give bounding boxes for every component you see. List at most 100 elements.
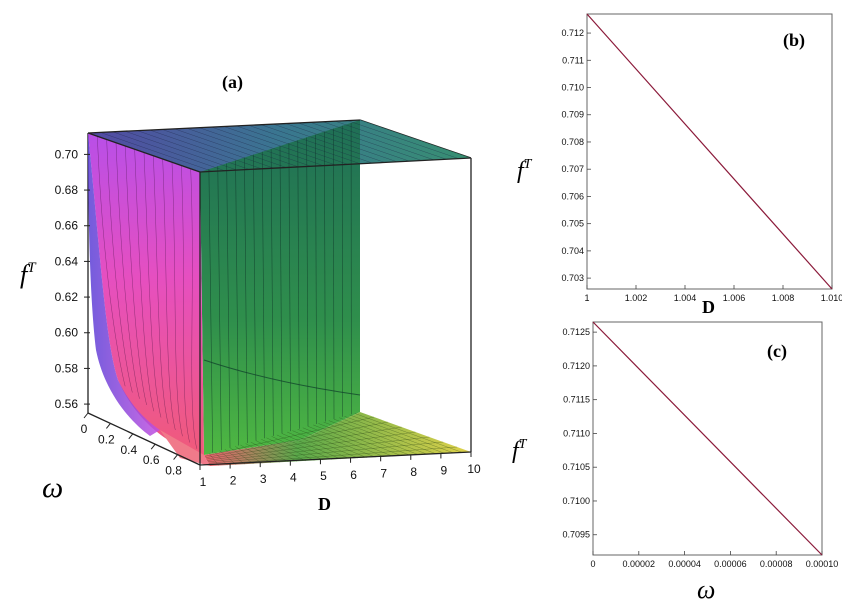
mesh-line-floor <box>318 423 402 456</box>
mesh-line-floor <box>313 424 393 457</box>
panel-a-surface: (a) 0.56 0.58 0.60 0 <box>20 72 481 514</box>
mesh-line-floor <box>214 451 228 466</box>
a-z-tick-label: 0.56 <box>55 397 79 411</box>
a-y-tick-mark <box>150 443 156 450</box>
a-z-tick-label: 0.70 <box>55 147 79 161</box>
a-z-tick-label: 0.68 <box>55 183 79 197</box>
y-tick-label: 0.708 <box>561 137 584 147</box>
mesh-line-top <box>347 120 459 159</box>
y-tick-label: 0.7095 <box>562 530 590 540</box>
mesh-line-top <box>174 128 287 168</box>
mesh-line-floor <box>229 447 254 464</box>
y-tick-label: 0.7115 <box>563 395 590 405</box>
panel-a-ylabel: ω <box>42 471 63 504</box>
panel-c-label: (c) <box>767 341 787 362</box>
x-tick-label: 1 <box>584 293 589 303</box>
mesh-line-top <box>310 122 422 161</box>
a-z-tick-label: 0.66 <box>55 219 79 233</box>
a-z-tick-label: 0.62 <box>55 290 79 304</box>
x-tick-label: 0.00008 <box>760 559 793 569</box>
a-x-tick-label: 4 <box>290 471 297 485</box>
y-tick-label: 0.709 <box>561 110 584 120</box>
a-x-tick-label: 5 <box>320 469 327 483</box>
surface-floor-front-strip <box>160 430 210 466</box>
x-tick-label: 0.00002 <box>623 559 656 569</box>
mesh-line-top <box>223 126 336 166</box>
y-tick-label: 0.7105 <box>562 462 590 472</box>
x-tick-label: 0 <box>590 559 595 569</box>
a-y-tick-label: 0.4 <box>120 443 137 457</box>
mesh-line-floor <box>297 428 367 458</box>
mesh-line-floor <box>323 421 411 456</box>
x-tick-label: 1.002 <box>625 293 648 303</box>
mesh-line-floor <box>287 431 350 459</box>
y-tick-label: 0.712 <box>561 28 584 38</box>
mesh-line-floor-cross <box>208 441 444 464</box>
a-y-tick-mark <box>106 423 111 429</box>
mesh-line-top <box>100 132 213 172</box>
x-tick-label: 1.010 <box>821 293 842 303</box>
mesh-line-floor <box>219 450 237 465</box>
mesh-line-wall <box>297 140 300 429</box>
mesh-line-wall <box>315 134 317 424</box>
mesh-line-wall <box>226 163 231 448</box>
x-tick-label: 0.00006 <box>714 559 747 569</box>
mesh-line-front <box>134 149 155 412</box>
mesh-line-floor <box>255 440 298 462</box>
a-y-tick-label: 0.8 <box>165 464 182 478</box>
a-x-tick-label: 8 <box>410 465 417 479</box>
a-y-tick-label: 0.2 <box>98 432 115 446</box>
mesh-line-wall <box>261 151 265 439</box>
mesh-line-floor <box>339 417 437 455</box>
mesh-line-floor <box>328 420 419 456</box>
a-x-tick-label: 10 <box>467 462 481 476</box>
mesh-line-top <box>236 125 348 165</box>
surface-mesh <box>97 120 463 466</box>
mesh-line-floor <box>224 449 245 465</box>
y-tick-label: 0.7120 <box>562 361 590 371</box>
a-x-tick-label: 3 <box>260 472 267 486</box>
surface-floor <box>204 412 471 466</box>
mesh-line-top <box>285 123 398 163</box>
y-tick-label: 0.707 <box>561 164 584 174</box>
y-tick-label: 0.703 <box>561 273 584 283</box>
mesh-line-top <box>162 129 274 169</box>
a-y-tick-mark <box>128 433 134 440</box>
panel-b-line-chart: (b) 0.7030.7040.7050.7060.7070.7080.7090… <box>517 13 842 317</box>
mesh-line-floor <box>302 427 376 458</box>
mesh-line-wall <box>244 157 248 444</box>
x-tick-label: 1.006 <box>723 293 746 303</box>
surface-purple-edge <box>88 133 160 436</box>
mesh-line-front <box>190 168 198 449</box>
mesh-line-front <box>162 158 176 431</box>
mesh-line-floor <box>344 416 445 454</box>
mesh-line-floor-cross <box>204 416 374 457</box>
mesh-line-floor-cross <box>207 436 430 463</box>
mesh-line-floor <box>307 426 385 457</box>
box-frame-front <box>87 119 472 466</box>
a-y-tick-label: 0 <box>81 422 88 436</box>
mesh-line-floor <box>245 443 280 463</box>
mesh-line-top <box>125 130 238 171</box>
a-x-tick-label: 2 <box>230 474 237 488</box>
a-y-tick-label: 0.6 <box>143 453 160 467</box>
y-tick-label: 0.711 <box>562 55 584 65</box>
y-tick-label: 0.7100 <box>562 496 590 506</box>
a-z-tick-label: 0.64 <box>55 254 79 268</box>
mesh-line-wall <box>324 131 326 422</box>
panel-b-ylabel: fT <box>517 157 533 184</box>
mesh-line-wall <box>253 154 257 441</box>
mesh-line-floor <box>240 444 272 463</box>
mesh-line-floor <box>292 430 358 459</box>
panel-b-axes: 0.703 0.704 0.705 0.706 0.707 0.708 0.709 0.710… <box>561 28 842 303</box>
panel-b-label: (b) <box>783 30 805 51</box>
x-tick-label: 1.004 <box>674 293 697 303</box>
mesh-line-front <box>181 165 190 443</box>
mesh-line-wall <box>270 148 274 436</box>
panel-c-ylabel: fT <box>512 437 528 464</box>
mesh-line-floor <box>235 446 263 464</box>
panel-a-label: (a) <box>222 72 243 93</box>
mesh-line-wall <box>217 166 222 451</box>
mesh-line-front <box>153 155 169 424</box>
y-tick-label: 0.704 <box>561 246 584 256</box>
